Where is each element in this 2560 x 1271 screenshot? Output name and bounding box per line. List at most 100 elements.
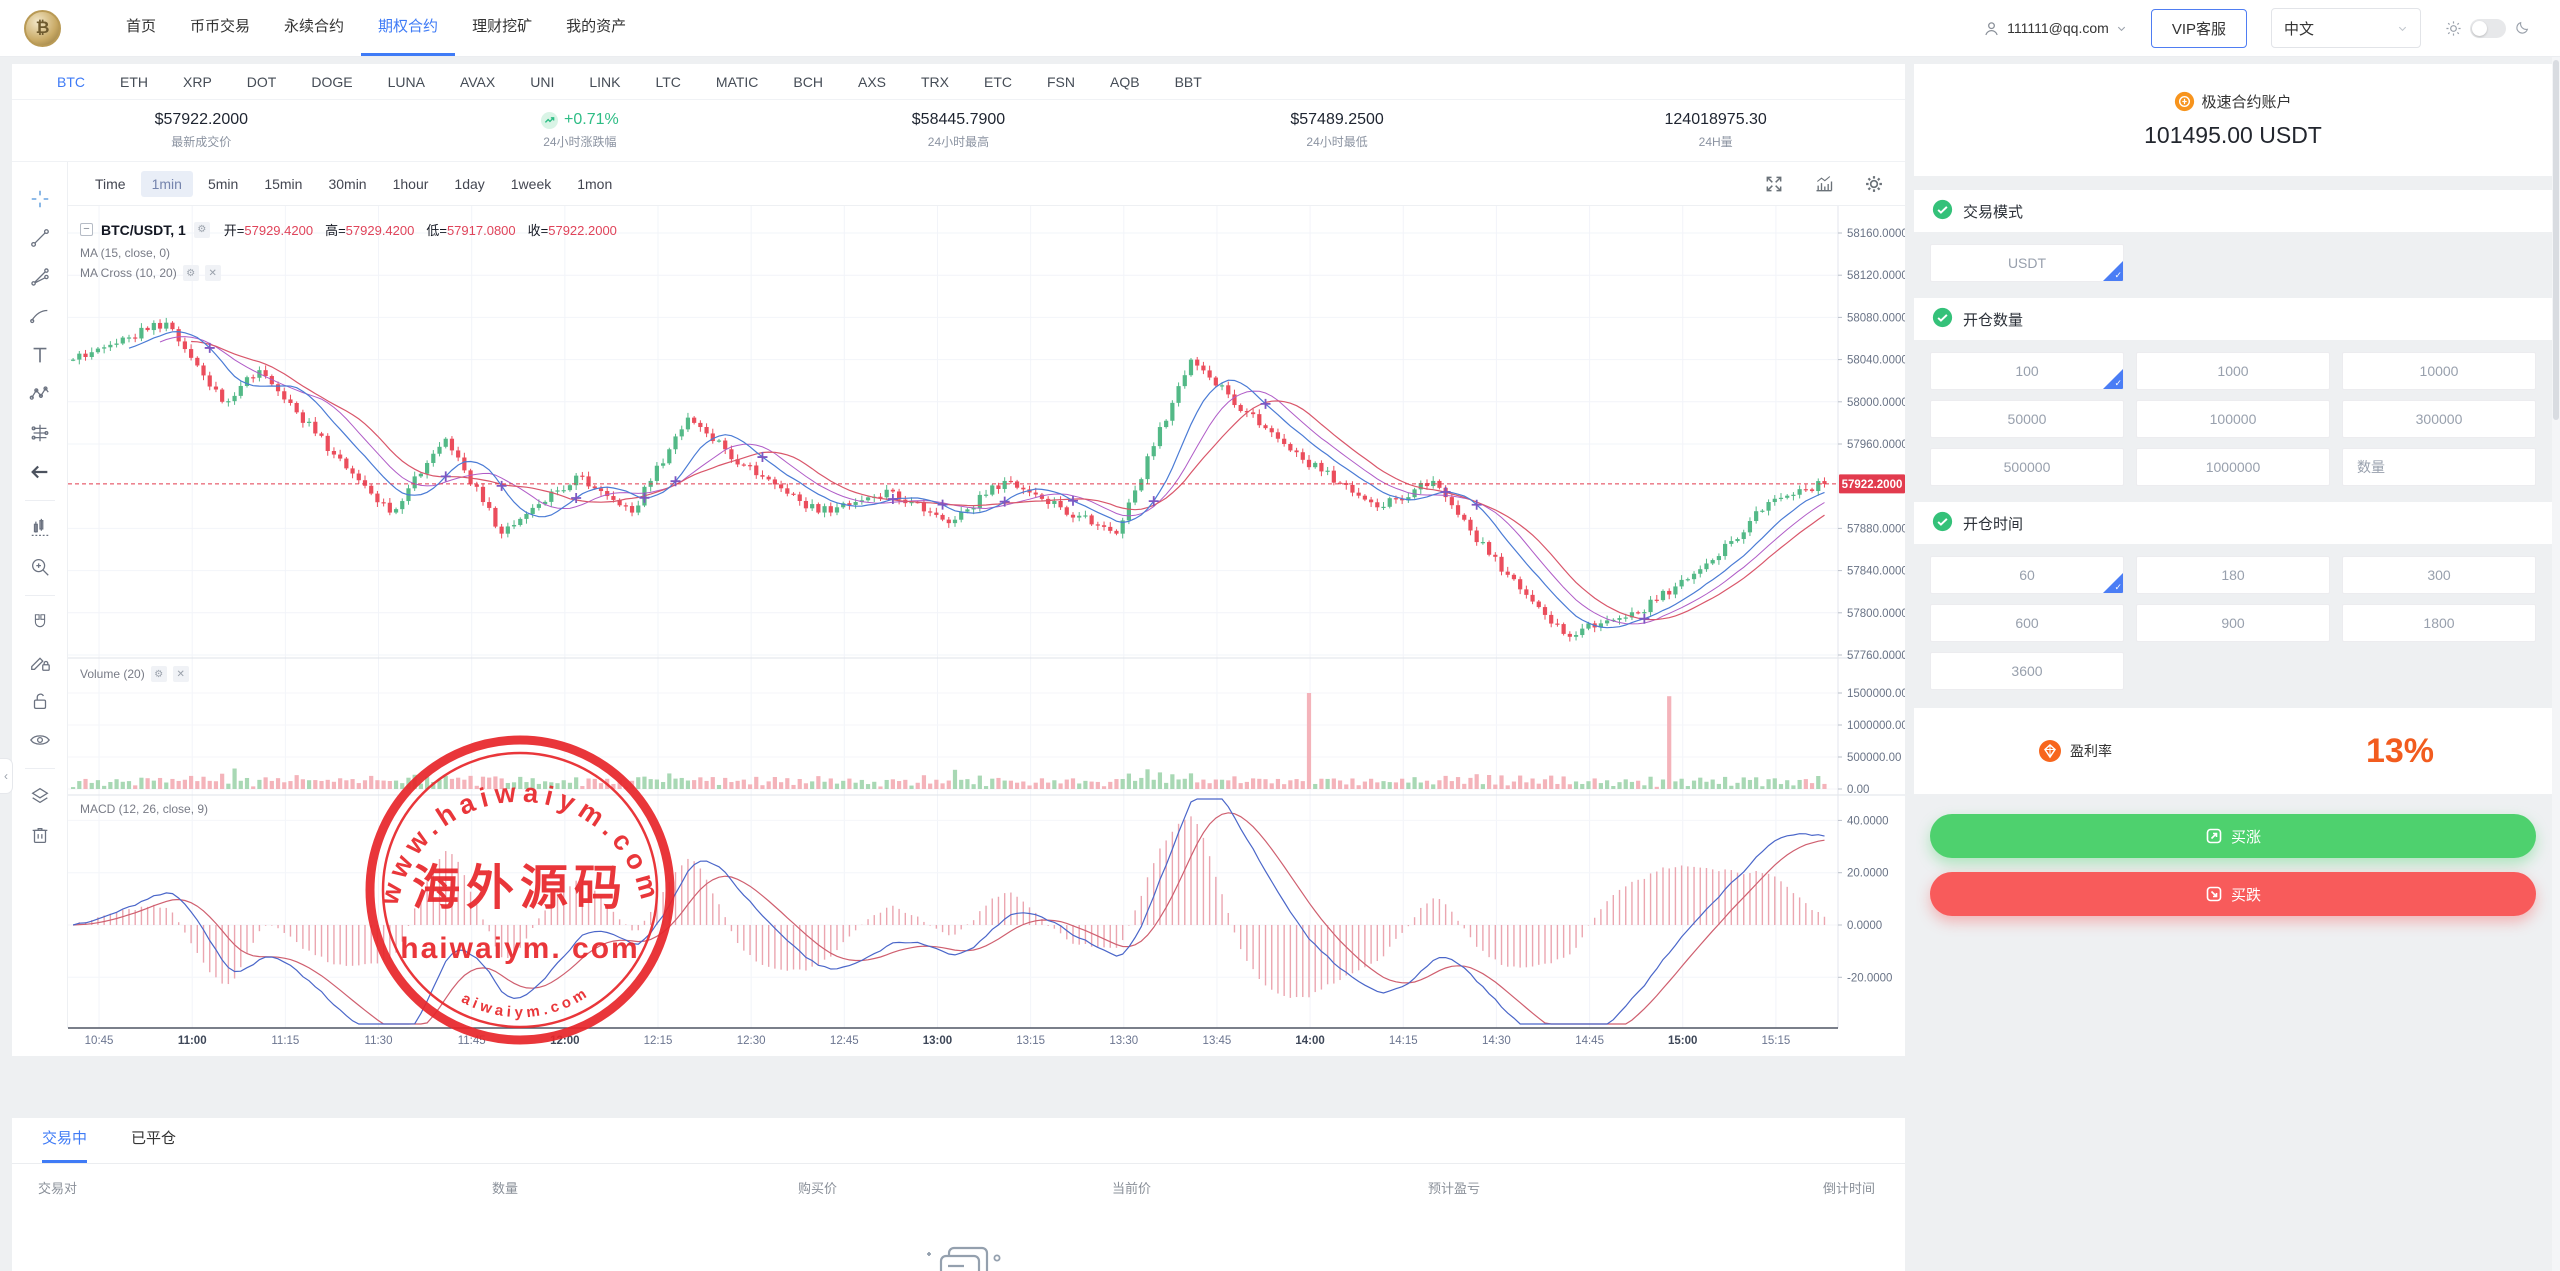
settings-gear-icon[interactable] [1859, 169, 1889, 199]
option-300000[interactable]: 300000 [2342, 400, 2536, 438]
coin-tab-MATIC[interactable]: MATIC [715, 73, 759, 90]
interval-tab-5min[interactable]: 5min [207, 175, 239, 192]
coin-tab-LTC[interactable]: LTC [655, 73, 681, 90]
coin-tab-LUNA[interactable]: LUNA [387, 73, 425, 90]
stat-value: 124018975.30 [1664, 111, 1767, 128]
coin-tab-AXS[interactable]: AXS [857, 73, 886, 90]
theme-toggle[interactable] [2470, 18, 2506, 38]
user-account-menu[interactable]: 111111@qq.com [1983, 20, 2127, 37]
buy-down-button[interactable]: 买跌 [1930, 872, 2536, 916]
option-3600[interactable]: 3600 [1930, 652, 2124, 690]
positions-tab-交易中[interactable]: 交易中 [42, 1127, 88, 1163]
interval-tab-1day[interactable]: 1day [454, 175, 485, 192]
layers-icon[interactable] [25, 781, 55, 811]
trendline-icon[interactable] [25, 223, 55, 253]
coin-tab-LINK[interactable]: LINK [589, 73, 621, 90]
coin-tab-AVAX[interactable]: AVAX [459, 73, 496, 90]
brush-icon[interactable] [25, 301, 55, 331]
option-100[interactable]: 100 [1930, 352, 2124, 390]
option-1000000[interactable]: 1000000 [2136, 448, 2330, 486]
coin-tab-XRP[interactable]: XRP [183, 73, 212, 90]
option-600[interactable]: 600 [1930, 604, 2124, 642]
text-tool-icon[interactable] [25, 340, 55, 370]
toolbar-collapse-button[interactable]: ‹ [0, 758, 13, 794]
coin-tab-UNI[interactable]: UNI [530, 73, 555, 90]
fullscreen-icon[interactable] [1759, 169, 1789, 199]
menu-item-期权合约[interactable]: 期权合约 [361, 0, 456, 56]
stat-value: $58445.7900 [911, 111, 1006, 128]
user-email: 111111@qq.com [2007, 20, 2109, 36]
forecast-icon[interactable] [25, 418, 55, 448]
menu-item-永续合约[interactable]: 永续合约 [284, 18, 345, 35]
coin-tab-ETH[interactable]: ETH [120, 73, 148, 90]
indicators-icon[interactable] [1809, 169, 1839, 199]
indicator-close-icon[interactable]: ✕ [204, 265, 221, 281]
option-60[interactable]: 60 [1930, 556, 2124, 594]
menu-item-我的资产[interactable]: 我的资产 [566, 18, 627, 35]
crosshair-icon[interactable] [25, 184, 55, 214]
coin-tab-ETC[interactable]: ETC [984, 73, 1012, 90]
bar-pattern-icon[interactable] [25, 513, 55, 543]
coin-tab-TRX[interactable]: TRX [921, 73, 949, 90]
volume-close-icon[interactable]: ✕ [172, 666, 189, 682]
svg-text:15:15: 15:15 [1762, 1035, 1791, 1047]
svg-text:58000.0000: 58000.0000 [1847, 397, 1905, 409]
option-10000[interactable]: 10000 [2342, 352, 2536, 390]
coin-tab-BCH[interactable]: BCH [793, 73, 823, 90]
lock-icon[interactable] [25, 686, 55, 716]
menu-item-币币交易[interactable]: 币币交易 [190, 18, 251, 35]
column-预计盈亏: 预计盈亏 [1428, 1181, 1481, 1196]
coin-tab-DOGE[interactable]: DOGE [311, 73, 353, 90]
option-500000[interactable]: 500000 [1930, 448, 2124, 486]
interval-tab-1hour[interactable]: 1hour [392, 175, 429, 192]
price-chart[interactable]: 58160.0000 58120.0000 58080.0000 58040.0000… [68, 206, 1905, 1056]
back-arrow-icon[interactable] [25, 457, 55, 487]
vip-service-button[interactable]: VIP客服 [2150, 8, 2247, 48]
trash-icon[interactable] [25, 820, 55, 850]
interval-tab-1week[interactable]: 1week [510, 175, 552, 192]
profit-diamond-icon [2039, 740, 2061, 762]
volume-settings-gear-icon[interactable]: ⚙ [150, 666, 167, 682]
interval-tab-30min[interactable]: 30min [328, 175, 367, 192]
gann-fan-icon[interactable] [25, 262, 55, 292]
positions-tab-已平仓[interactable]: 已平仓 [131, 1130, 177, 1147]
coin-tab-BTC[interactable]: BTC [57, 73, 85, 90]
page-scrollbar[interactable] [2552, 57, 2560, 1271]
pattern-icon[interactable] [25, 379, 55, 409]
coin-tab-AQB[interactable]: AQB [1110, 73, 1140, 90]
toolbar-divider [24, 500, 55, 501]
interval-tab-15min[interactable]: 15min [264, 175, 303, 192]
collapse-legend-icon[interactable]: − [80, 223, 93, 236]
svg-text:13:45: 13:45 [1203, 1035, 1232, 1047]
option-180[interactable]: 180 [2136, 556, 2330, 594]
option-100000[interactable]: 100000 [2136, 400, 2330, 438]
menu-item-首页[interactable]: 首页 [126, 18, 157, 35]
coin-tab-BBT[interactable]: BBT [1174, 73, 1202, 90]
eye-icon[interactable] [25, 725, 55, 755]
svg-text:12:15: 12:15 [644, 1035, 673, 1047]
indicator-settings-gear-icon[interactable]: ⚙ [182, 265, 199, 281]
option-300[interactable]: 300 [2342, 556, 2536, 594]
buy-up-button[interactable]: 买涨 [1930, 814, 2536, 858]
svg-text:57922.2000: 57922.2000 [1842, 479, 1903, 491]
scrollbar-thumb[interactable] [2553, 60, 2559, 420]
option-USDT[interactable]: USDT [1930, 244, 2124, 282]
interval-tab-1min[interactable]: 1min [140, 170, 193, 197]
interval-tab-1mon[interactable]: 1mon [577, 175, 613, 192]
coin-tab-DOT[interactable]: DOT [246, 73, 277, 90]
option-900[interactable]: 900 [2136, 604, 2330, 642]
chevron-down-icon [2117, 26, 2125, 31]
draw-lock-icon[interactable] [25, 647, 55, 677]
symbol-settings-gear-icon[interactable]: ⚙ [193, 221, 210, 238]
interval-tab-Time[interactable]: Time [95, 175, 126, 192]
coin-tab-FSN[interactable]: FSN [1047, 73, 1075, 90]
language-select[interactable]: 中文 [2271, 8, 2421, 48]
magnet-icon[interactable] [25, 608, 55, 638]
section-title: 交易模式 [1963, 203, 2024, 221]
zoom-in-icon[interactable] [25, 552, 55, 582]
option-1800[interactable]: 1800 [2342, 604, 2536, 642]
menu-item-理财挖矿[interactable]: 理财挖矿 [472, 18, 533, 35]
option-50000[interactable]: 50000 [1930, 400, 2124, 438]
option-1000[interactable]: 1000 [2136, 352, 2330, 390]
amount-input[interactable] [2342, 448, 2536, 486]
